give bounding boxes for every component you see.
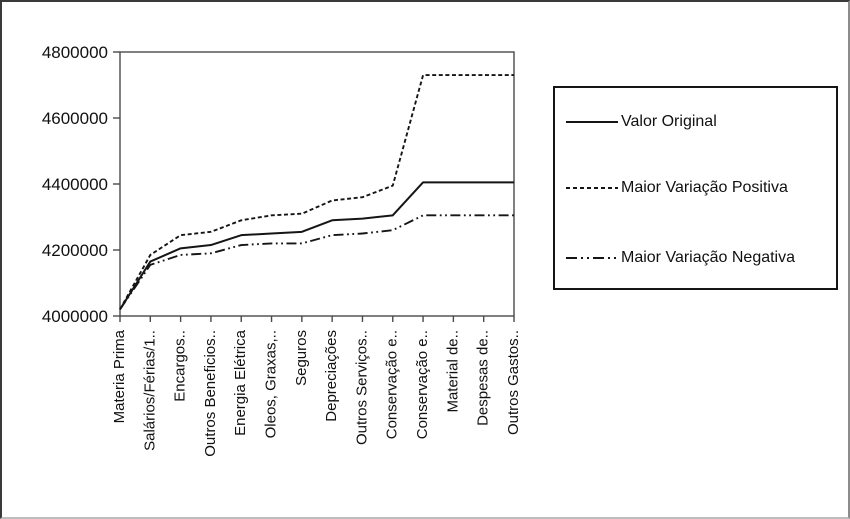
series-line-maior-varia-o-negativa	[119, 214, 514, 310]
x-axis-category-label: Material de..	[444, 330, 461, 413]
x-axis-category-label: Despesas de..	[475, 330, 492, 426]
legend-line-solid-icon	[566, 121, 618, 123]
x-axis-category-label: Depreciações	[323, 330, 340, 422]
x-axis-category-label: Oleos, Graxas,..	[263, 330, 280, 438]
x-axis-category-label: Seguros	[293, 330, 310, 386]
x-axis-category-label: Salários/Férias/1..	[141, 330, 158, 451]
x-axis-category-label: Outros Beneficios..	[202, 330, 219, 457]
y-axis-tick-label: 4000000	[42, 307, 108, 326]
legend-entry-maior-variacao-positiva: Maior Variação Positiva	[566, 177, 788, 199]
legend-entry-valor-original: Valor Original	[566, 111, 717, 133]
x-axis-category-label: Materia Prima	[111, 329, 128, 423]
y-axis-tick-label: 4400000	[42, 175, 108, 194]
legend-label: Valor Original	[621, 113, 717, 130]
y-axis-tick-label: 4800000	[42, 43, 108, 62]
series-line-maior-varia-o-positiva	[119, 74, 514, 310]
plot-area-frame	[119, 51, 515, 317]
legend-label: Maior Variação Positiva	[621, 179, 788, 196]
x-axis-category-label: Outros Gastos..	[505, 330, 522, 435]
x-axis-category-label: Conservação e..	[384, 330, 401, 439]
legend-label: Maior Variação Negativa	[621, 249, 796, 266]
chart-legend: Valor Original Maior Variação Positiva M…	[553, 86, 838, 290]
x-axis-category-label: Outros Serviços..	[353, 330, 370, 445]
y-axis-tick-label: 4200000	[42, 241, 108, 260]
x-axis-category-label: Encargos..	[172, 330, 189, 402]
y-axis-tick-label: 4600000	[42, 109, 108, 128]
legend-line-dash-dot-dot-icon	[566, 257, 618, 259]
x-axis-category-label: Conservação e..	[414, 330, 431, 439]
x-axis-category-label: Energia Elétrica	[232, 329, 249, 436]
legend-entry-maior-variacao-negativa: Maior Variação Negativa	[566, 247, 795, 269]
legend-line-dashed-icon	[566, 187, 618, 189]
series-line-valor-original	[119, 181, 514, 310]
